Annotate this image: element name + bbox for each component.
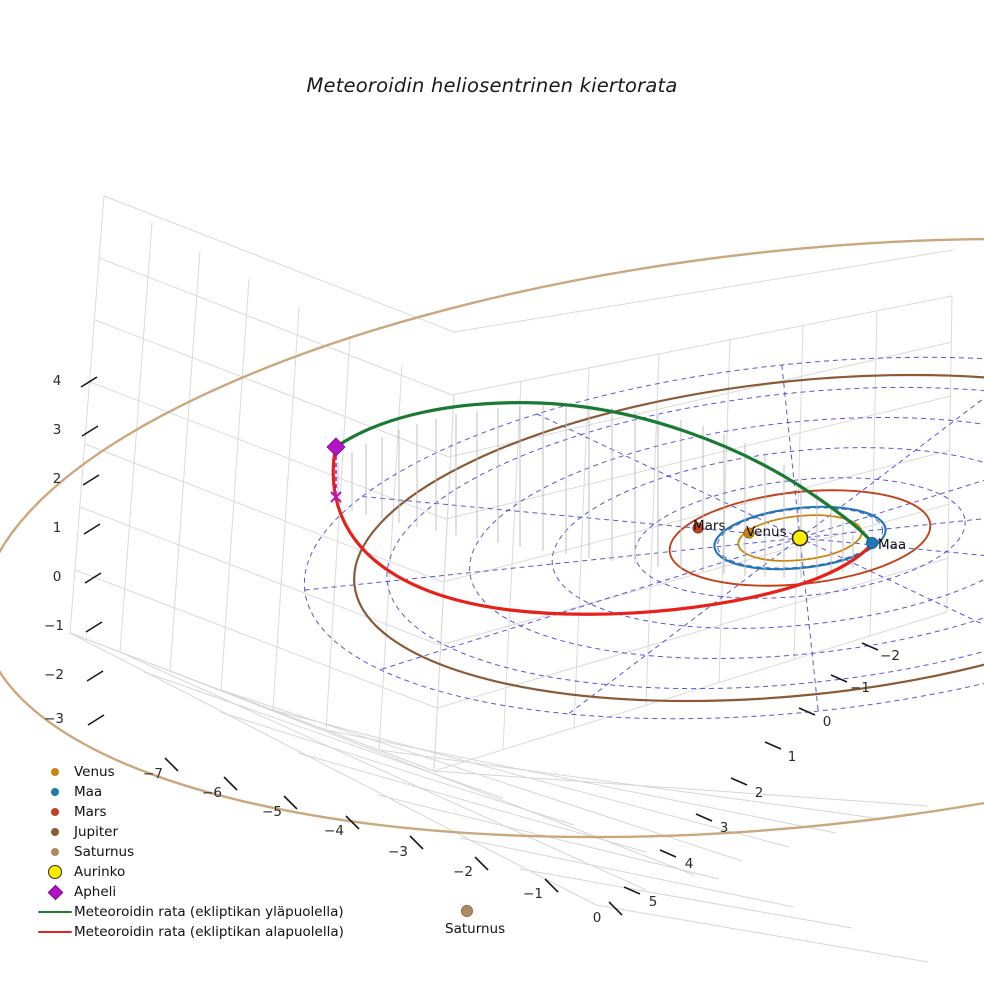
orbit-jupiter [353, 373, 984, 703]
tick-label-bottom-right-axis-3: 1 [787, 749, 797, 765]
legend-dot-icon [36, 782, 74, 802]
tick-label-left-axis-3: 1 [52, 520, 62, 536]
venus-marker [743, 527, 755, 539]
legend-item-2[interactable]: Mars [36, 802, 348, 822]
tick-label-bottom-right-axis-1: −1 [850, 680, 870, 696]
tick-label-left-axis-0: 4 [52, 373, 62, 389]
mars-marker [692, 522, 704, 534]
legend-item-label: Maa [74, 784, 103, 800]
tick-label-bottom-left-axis-1: −6 [202, 785, 222, 801]
tick-label-bottom-right-axis-0: −2 [880, 648, 900, 664]
legend-item-label: Jupiter [74, 824, 119, 840]
legend-item-1[interactable]: Maa [36, 782, 348, 802]
planet-dot-icon [51, 808, 59, 816]
planet-dot-icon [51, 828, 59, 836]
axis-tick-marks-bottom-right [623, 642, 879, 895]
tick-label-bottom-left-axis-4: −3 [388, 844, 408, 860]
orbit-maa [713, 505, 887, 571]
legend-line-swatch-icon [38, 930, 72, 934]
orbit-saturnus [0, 237, 984, 839]
chart-legend: Venus Maa Mars Jupiter Saturnus Aurinko Apheli… [36, 762, 348, 942]
axis-tick-marks-bottom-left [164, 757, 623, 916]
tick-label-bottom-left-axis-5: −2 [453, 864, 473, 880]
tick-label-left-axis-5: −1 [44, 618, 64, 634]
pane-grid-left-wall [69, 195, 455, 772]
tick-label-left-axis-2: 2 [52, 471, 62, 487]
legend-line-swatch-icon [38, 910, 72, 914]
tick-label-bottom-left-axis-6: −1 [523, 886, 543, 902]
planet-dot-icon [51, 848, 59, 856]
pane-grid-back-wall [433, 249, 954, 772]
planet-dot-icon [51, 768, 59, 776]
legend-item-label: Meteoroidin rata (ekliptikan yläpuolella… [74, 904, 344, 920]
saturnus-label: Saturnus [445, 921, 506, 937]
legend-item-3[interactable]: Jupiter [36, 822, 348, 842]
tick-label-left-axis-1: 3 [52, 422, 62, 438]
saturnus-marker [461, 905, 473, 917]
tick-label-bottom-left-axis-3: −4 [324, 823, 344, 839]
legend-item-label: Venus [74, 764, 115, 780]
legend-item-label: Aurinko [74, 864, 126, 880]
legend-dot-icon [36, 802, 74, 822]
tick-label-left-axis-6: −2 [44, 667, 64, 683]
axis-tick-marks-left [80, 376, 105, 726]
tick-label-bottom-right-axis-5: 3 [719, 820, 729, 836]
tick-label-bottom-left-axis-7: 0 [592, 910, 602, 926]
legend-dot-icon [36, 762, 74, 782]
aurinko-marker [791, 529, 809, 547]
legend-dot-icon [36, 822, 74, 842]
orbit-drop-lines [337, 405, 854, 578]
legend-item-8[interactable]: Meteoroidin rata (ekliptikan alapuolella… [36, 922, 348, 942]
legend-item-5[interactable]: Aurinko [36, 862, 348, 882]
legend-item-4[interactable]: Saturnus [36, 842, 348, 862]
tick-label-left-axis-7: −3 [44, 711, 64, 727]
legend-item-label: Mars [74, 804, 107, 820]
chart-title: Meteoroidin heliosentrinen kiertorata [306, 74, 678, 97]
legend-item-label: Saturnus [74, 844, 135, 860]
apheli-diamond-icon [47, 884, 63, 900]
meteoroid-orbit-below-ecliptic [331, 445, 874, 616]
aurinko-dot-icon [48, 865, 62, 879]
tick-label-bottom-right-axis-2: 0 [822, 714, 832, 730]
legend-diamond-icon [36, 882, 74, 902]
maa-marker [866, 537, 878, 549]
legend-item-label: Meteoroidin rata (ekliptikan alapuolella… [74, 924, 344, 940]
legend-line-icon [36, 902, 74, 922]
legend-dot-icon [36, 842, 74, 862]
legend-item-7[interactable]: Meteoroidin rata (ekliptikan yläpuolella… [36, 902, 348, 922]
tick-label-bottom-left-axis-0: −7 [143, 766, 163, 782]
legend-item-0[interactable]: Venus [36, 762, 348, 782]
legend-item-6[interactable]: Apheli [36, 882, 348, 902]
meteoroid-orbit-above-ecliptic [334, 401, 874, 545]
tick-label-bottom-right-axis-7: 5 [648, 894, 658, 910]
tick-label-left-axis-4: 0 [52, 569, 62, 585]
legend-sun-icon [36, 862, 74, 882]
tick-label-bottom-right-axis-4: 2 [754, 785, 764, 801]
tick-label-bottom-right-axis-6: 4 [684, 856, 694, 872]
tick-label-bottom-left-axis-2: −5 [262, 804, 282, 820]
legend-item-label: Apheli [74, 884, 117, 900]
legend-line-icon [36, 922, 74, 942]
venus-label: Venus [746, 524, 787, 540]
maa-label: Maa [878, 537, 907, 553]
planet-dot-icon [51, 788, 59, 796]
pane-grid-floor [69, 632, 929, 963]
mars-label: Mars [693, 518, 726, 534]
apheli-marker [326, 437, 346, 457]
